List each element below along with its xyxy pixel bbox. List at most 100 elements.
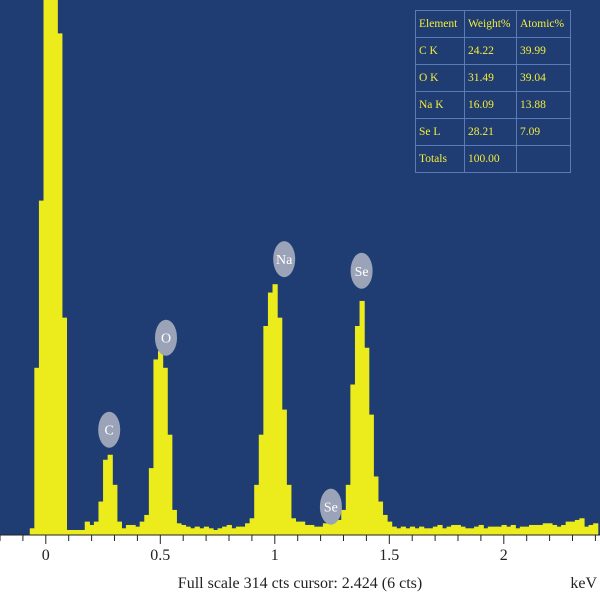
peak-label: Se: [319, 488, 342, 525]
spectrum-bar: [556, 526, 562, 535]
spectrum-bar: [290, 518, 297, 535]
spectrum-bar: [519, 526, 526, 535]
peak-label-text: Se: [355, 265, 369, 280]
spectrum-bar: [368, 414, 374, 535]
spectrum-bar: [354, 326, 361, 535]
peak-label: C: [98, 411, 121, 448]
spectrum-bar: [455, 524, 461, 535]
spectrum-bar: [309, 524, 315, 535]
spectrum-bar: [130, 524, 136, 535]
table-cell: 31.49: [464, 64, 517, 92]
table-row: Se L 28.21 7.09: [415, 118, 571, 146]
table-cell: 100.00: [464, 145, 517, 173]
spectrum-bar: [75, 529, 81, 535]
table-row: Totals 100.00: [415, 145, 571, 173]
spectrum-bar: [208, 528, 214, 535]
spectrum-bar: [391, 526, 397, 535]
table-cell: 39.04: [516, 64, 571, 92]
spectrum-bar: [281, 409, 287, 535]
spectrum-bar: [547, 523, 553, 535]
spectrum-bar: [579, 518, 585, 535]
spectrum-bar: [153, 359, 159, 535]
x-tick-label: 0.5: [150, 547, 170, 564]
spectrum-bar: [373, 476, 379, 535]
table-cell: C K: [415, 37, 465, 65]
spectrum-bar: [428, 528, 434, 535]
spectrum-bars: [29, 0, 599, 536]
spectrum-bar: [235, 526, 242, 535]
spectrum-bar: [258, 434, 264, 535]
spectrum-bar: [112, 484, 118, 535]
table-cell: Na K: [415, 91, 465, 119]
spectrum-bar: [474, 526, 480, 535]
spectrum-bar: [144, 514, 150, 535]
spectrum-bar: [446, 526, 452, 535]
spectrum-bar: [345, 484, 351, 535]
table-header-row: Element Weight% Atomic%: [415, 10, 571, 38]
peak-label: Na: [273, 241, 296, 278]
spectrum-bar: [327, 521, 333, 535]
spectrum-bar: [441, 528, 448, 535]
table-cell: 28.21: [464, 118, 517, 146]
spectrum-bar: [400, 526, 406, 535]
spectrum-bar: [405, 528, 411, 535]
table-row: O K 31.49 39.04: [415, 64, 571, 92]
spectrum-bar: [286, 484, 292, 535]
peak-label-ellipse: [350, 252, 373, 289]
spectrum-bar: [185, 526, 191, 535]
spectrum-bar: [116, 521, 122, 535]
table-row: Na K 16.09 13.88: [415, 91, 571, 119]
spectrum-bar: [135, 526, 141, 535]
spectrum-bar: [350, 384, 356, 535]
table-cell: [516, 145, 571, 173]
spectrum-bar: [332, 521, 338, 535]
spectrum-bar: [483, 528, 489, 535]
spectrum-bar: [487, 526, 493, 535]
table-cell: Totals: [415, 145, 465, 173]
spectrum-bar: [61, 317, 68, 535]
spectrum-bar: [478, 524, 484, 535]
spectrum-bar: [460, 526, 466, 535]
spectrum-bar: [529, 524, 535, 535]
spectrum-bar: [180, 524, 187, 535]
x-tick-label: 1: [271, 547, 279, 564]
spectrum-bar: [336, 519, 342, 535]
spectrum-bar: [38, 200, 45, 536]
spectrum-bar: [277, 317, 283, 535]
table-row: C K 24.22 39.99: [415, 37, 571, 65]
column-header: Atomic%: [516, 10, 571, 38]
quantification-table: Element Weight% Atomic% C K 24.22 39.99 …: [415, 10, 571, 173]
spectrum-bar: [510, 524, 516, 535]
spectrum-bar: [409, 526, 416, 535]
spectrum-bar: [432, 526, 438, 535]
spectrum-bar: [524, 526, 530, 535]
spectrum-bar: [103, 459, 109, 535]
spectrum-bar: [574, 519, 580, 535]
peak-label: O: [155, 319, 177, 356]
spectrum-bar: [199, 528, 205, 535]
spectrum-bar: [501, 524, 507, 535]
footer-text: Full scale 314 cts cursor: 2.424 (6 cts): [178, 575, 422, 592]
spectrum-bar: [84, 521, 90, 535]
spectrum-bar: [148, 468, 155, 535]
peak-label-ellipse: [273, 241, 296, 278]
spectrum-bar: [171, 509, 177, 535]
spectrum-bar: [139, 521, 145, 535]
peak-label: Se: [350, 252, 373, 289]
peak-label-ellipse: [155, 319, 177, 356]
table-cell: 7.09: [516, 118, 571, 146]
spectrum-bar: [538, 524, 544, 535]
spectrum-bar: [583, 526, 590, 535]
peak-label-text: Na: [276, 253, 293, 268]
spectrum-bar: [176, 523, 182, 535]
spectrum-bar: [52, 0, 58, 535]
peak-labels: C O Na Se Se: [98, 241, 373, 525]
spectrum-bar: [217, 528, 223, 535]
spectrum-bar: [469, 528, 475, 535]
spectrum-bar: [341, 509, 347, 535]
spectrum-bar: [34, 367, 40, 535]
spectrum-bar: [167, 434, 173, 535]
spectrum-bar: [231, 528, 237, 535]
spectrum-bar: [98, 501, 104, 535]
x-tick-label: 2: [500, 547, 508, 564]
